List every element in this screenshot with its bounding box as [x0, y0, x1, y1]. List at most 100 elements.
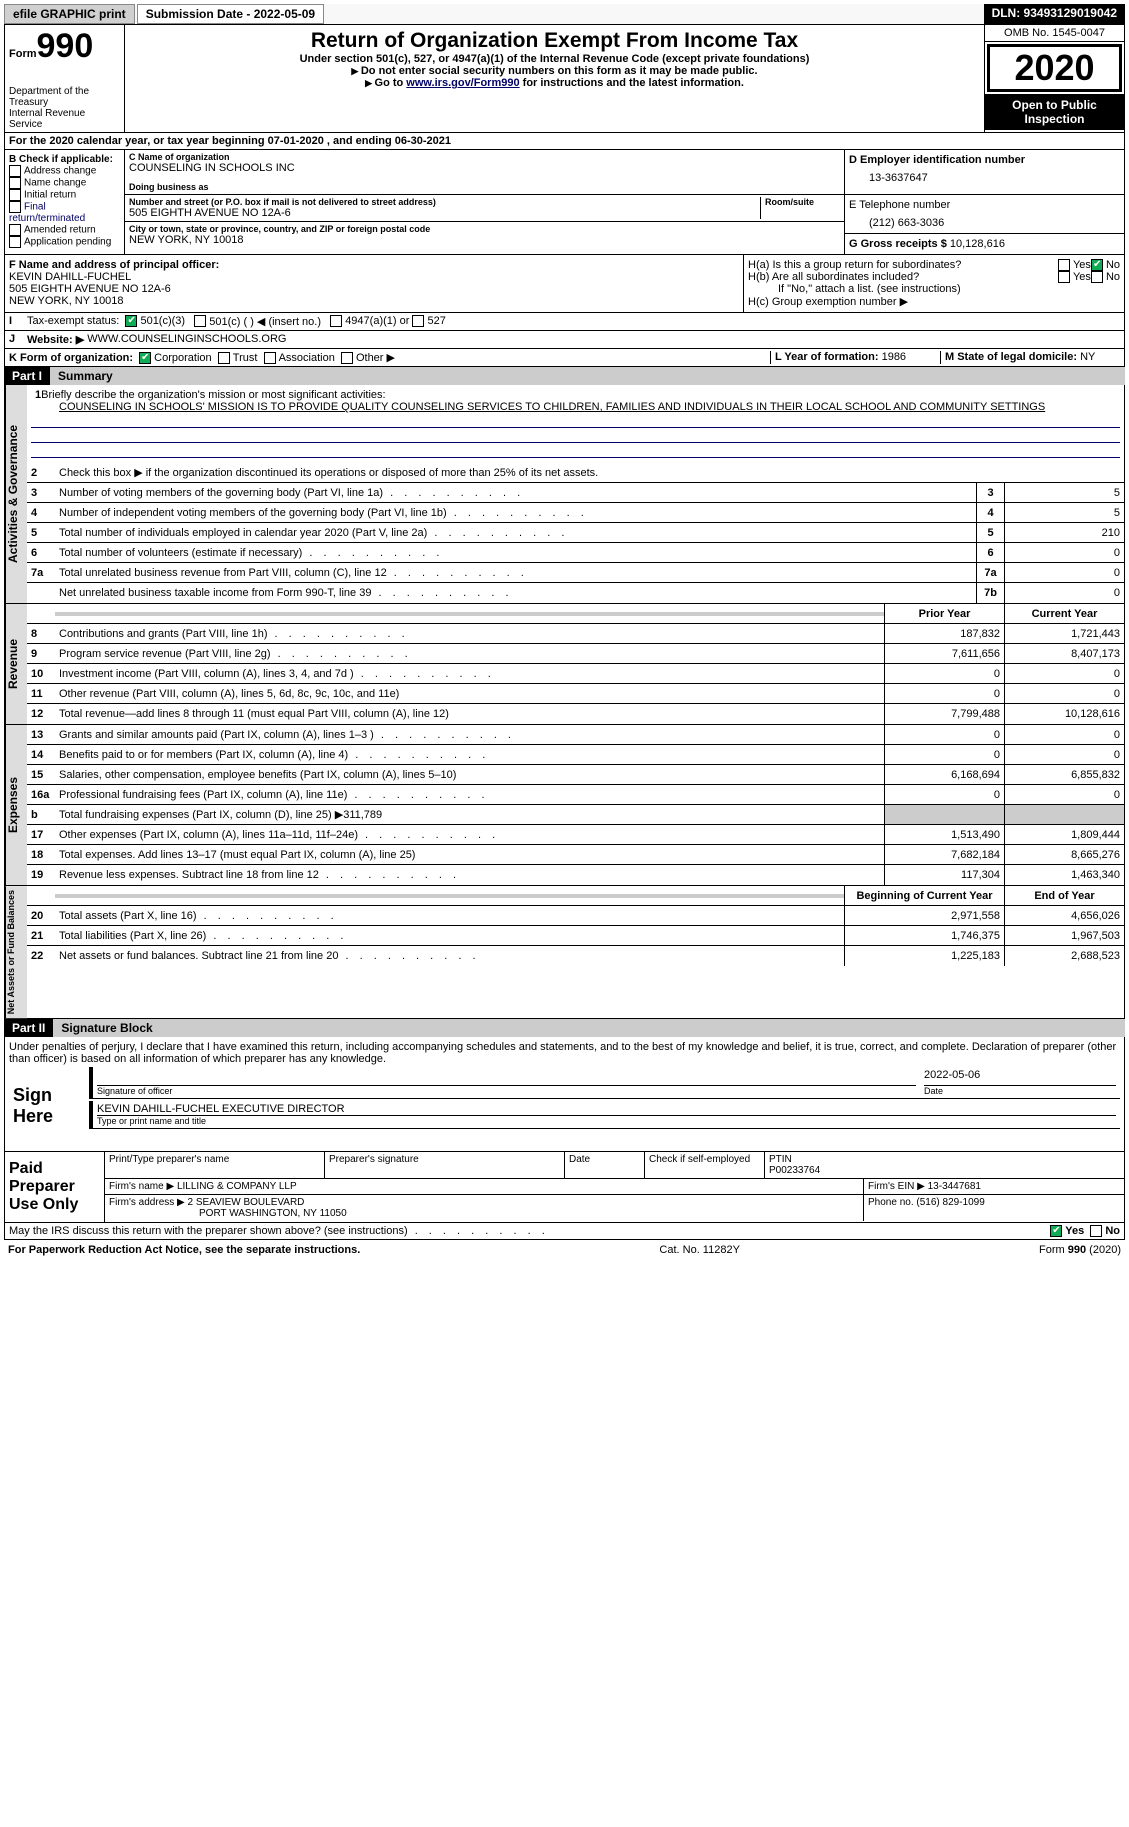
- f-lbl: F Name and address of principal officer:: [9, 259, 739, 271]
- prep-title: Paid Preparer Use Only: [5, 1152, 105, 1222]
- chk-pending[interactable]: [9, 236, 21, 248]
- part1-num: Part I: [4, 367, 50, 385]
- sig-date: 2022-05-06: [924, 1069, 1116, 1085]
- signature-section: Under penalties of perjury, I declare th…: [4, 1037, 1125, 1152]
- col-d: D Employer identification number 13-3637…: [844, 150, 1124, 254]
- preparer-section: Paid Preparer Use Only Print/Type prepar…: [4, 1152, 1125, 1223]
- tax-year: 2020: [987, 44, 1122, 92]
- hb-yes-chk[interactable]: [1058, 271, 1070, 283]
- p13: 0: [884, 725, 1004, 744]
- chk-527[interactable]: [412, 315, 424, 327]
- chk-final[interactable]: [9, 201, 21, 213]
- i-c3: 501(c)(3): [140, 315, 185, 328]
- c-dba-lbl: Doing business as: [129, 182, 840, 192]
- discuss-yes-chk[interactable]: [1050, 1225, 1062, 1237]
- irs-link[interactable]: www.irs.gov/Form990: [406, 77, 519, 89]
- b21: 1,746,375: [844, 926, 1004, 945]
- type-lbl: Type or print name and title: [97, 1115, 1116, 1126]
- c-room-lbl: Room/suite: [765, 197, 840, 207]
- discuss-lbl: May the IRS discuss this return with the…: [9, 1225, 1050, 1237]
- prep-check-lbl: Check if self-employed: [649, 1154, 750, 1165]
- k-other: Other ▶: [356, 352, 395, 364]
- ha-yes-chk[interactable]: [1058, 259, 1070, 271]
- c16a: 0: [1004, 785, 1124, 804]
- p19: 117,304: [884, 865, 1004, 885]
- i-527: 527: [427, 315, 445, 328]
- page-title: Return of Organization Exempt From Incom…: [129, 29, 980, 53]
- hb-yes: Yes: [1073, 271, 1091, 283]
- chk-name[interactable]: [9, 177, 21, 189]
- subtitle-1: Under section 501(c), 527, or 4947(a)(1)…: [129, 53, 980, 65]
- b-app: Application pending: [24, 237, 111, 248]
- chk-assoc[interactable]: [264, 352, 276, 364]
- l15-lbl: Salaries, other compensation, employee b…: [55, 767, 884, 783]
- omb-number: OMB No. 1545-0047: [985, 25, 1124, 42]
- g-gross-lbl: G Gross receipts $: [849, 238, 947, 250]
- l6-lbl: Total number of volunteers (estimate if …: [55, 545, 976, 561]
- blank-line: [31, 414, 1120, 428]
- l7b-lbl: Net unrelated business taxable income fr…: [55, 585, 976, 601]
- p18: 7,682,184: [884, 845, 1004, 864]
- part2-num: Part II: [4, 1019, 53, 1037]
- firm-ein-lbl: Firm's EIN ▶: [868, 1181, 925, 1192]
- col-c: C Name of organization COUNSELING IN SCH…: [125, 150, 844, 254]
- irs-label: Internal Revenue Service: [9, 108, 120, 130]
- p8: 187,832: [884, 624, 1004, 643]
- l14-lbl: Benefits paid to or for members (Part IX…: [55, 747, 884, 763]
- c-street-lbl: Number and street (or P.O. box if mail i…: [129, 197, 760, 207]
- grid-governance: Activities & Governance 1Briefly describ…: [4, 385, 1125, 604]
- b22: 1,225,183: [844, 946, 1004, 966]
- chk-corp[interactable]: [139, 352, 151, 364]
- vtab-expenses: Expenses: [5, 725, 27, 885]
- chk-4947[interactable]: [330, 315, 342, 327]
- prior-hdr: Prior Year: [884, 604, 1004, 623]
- c14: 0: [1004, 745, 1124, 764]
- b-addr: Address change: [24, 166, 96, 177]
- vtab-net: Net Assets or Fund Balances: [5, 886, 27, 1018]
- e21: 1,967,503: [1004, 926, 1124, 945]
- chk-501c[interactable]: [194, 315, 206, 327]
- e-phone-lbl: E Telephone number: [849, 199, 1120, 211]
- e-phone: (212) 663-3036: [849, 211, 1120, 229]
- officer-addr2: NEW YORK, NY 10018: [9, 295, 739, 307]
- discuss-no-chk[interactable]: [1090, 1225, 1102, 1237]
- l20-lbl: Total assets (Part X, line 16): [55, 908, 844, 924]
- k-trust: Trust: [233, 352, 258, 364]
- p9: 7,611,656: [884, 644, 1004, 663]
- p11: 0: [884, 684, 1004, 703]
- ha-no: No: [1106, 259, 1120, 271]
- efile-button[interactable]: efile GRAPHIC print: [4, 4, 135, 24]
- website-url: WWW.COUNSELINGINSCHOOLS.ORG: [87, 333, 286, 346]
- blank-line: [31, 429, 1120, 443]
- l9-lbl: Program service revenue (Part VIII, line…: [55, 646, 884, 662]
- form-number: 990: [37, 27, 94, 65]
- v6: 0: [1004, 543, 1124, 562]
- cat-no: Cat. No. 11282Y: [659, 1244, 740, 1256]
- line-a: For the 2020 calendar year, or tax year …: [4, 133, 1125, 150]
- line-a-text: For the 2020 calendar year, or tax year …: [9, 135, 451, 147]
- k-corp: Corporation: [154, 352, 211, 364]
- d-ein-lbl: D Employer identification number: [849, 154, 1120, 166]
- c8: 1,721,443: [1004, 624, 1124, 643]
- part2-header: Part II Signature Block: [4, 1019, 1125, 1037]
- p14: 0: [884, 745, 1004, 764]
- p12: 7,799,488: [884, 704, 1004, 724]
- l7a-lbl: Total unrelated business revenue from Pa…: [55, 565, 976, 581]
- c-name-lbl: C Name of organization: [129, 152, 840, 162]
- c18: 8,665,276: [1004, 845, 1124, 864]
- c13: 0: [1004, 725, 1124, 744]
- chk-initial[interactable]: [9, 189, 21, 201]
- ha-no-chk[interactable]: [1091, 259, 1103, 271]
- c15: 6,855,832: [1004, 765, 1124, 784]
- l5-lbl: Total number of individuals employed in …: [55, 525, 976, 541]
- chk-amended[interactable]: [9, 224, 21, 236]
- chk-trust[interactable]: [218, 352, 230, 364]
- hb-no-chk[interactable]: [1091, 271, 1103, 283]
- sign-here: Sign Here: [9, 1065, 89, 1147]
- chk-501c3[interactable]: [125, 315, 137, 327]
- col-f: F Name and address of principal officer:…: [5, 255, 744, 312]
- chk-other[interactable]: [341, 352, 353, 364]
- l13-lbl: Grants and similar amounts paid (Part IX…: [55, 727, 884, 743]
- b-init: Initial return: [24, 190, 76, 201]
- chk-address[interactable]: [9, 165, 21, 177]
